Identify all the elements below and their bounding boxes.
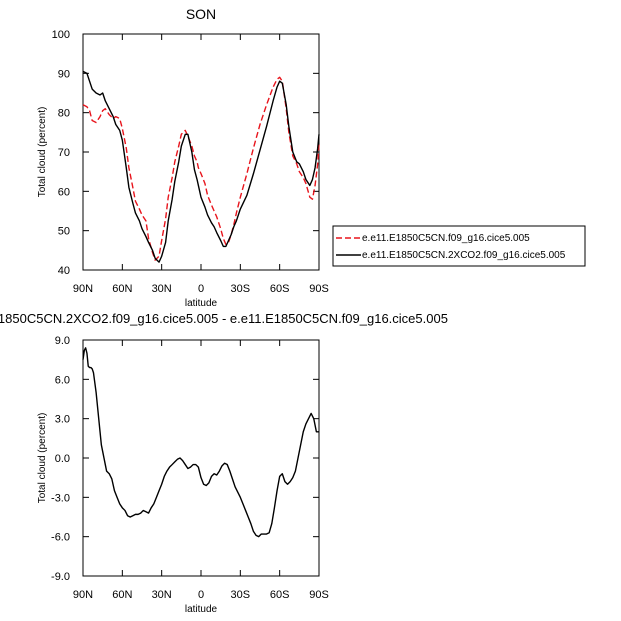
top-x-axis-title: latitude xyxy=(185,298,218,309)
bottom-panel: e.e11.E1850C5CN.2XCO2.f09_g16.cice5.005 … xyxy=(0,311,448,615)
top-x-tick-label: 0 xyxy=(198,283,204,295)
bottom-y-tick-label: 6.0 xyxy=(55,374,70,386)
bottom-y-tick-label: 3.0 xyxy=(55,414,70,426)
bottom-x-tick-label: 30N xyxy=(152,589,172,601)
bottom-x-tick-label: 90N xyxy=(73,589,93,601)
bottom-x-tick-label: 30S xyxy=(231,589,251,601)
top-x-tick-label: 60N xyxy=(112,283,132,295)
top-y-tick-label: 80 xyxy=(58,108,70,120)
top-plot-frame xyxy=(82,33,320,271)
top-y-tick-label: 100 xyxy=(52,29,70,41)
top-x-tick-label: 90N xyxy=(73,283,93,295)
top-series-line-0 xyxy=(82,76,320,261)
top-y-axis-title: Total cloud (percent) xyxy=(37,107,48,198)
legend: e.e11.E1850C5CN.f09_g16.cice5.005 e.e11.… xyxy=(332,225,586,267)
top-y-tick-label: 50 xyxy=(58,226,70,238)
bottom-y-tick-label: -9.0 xyxy=(51,571,70,583)
bottom-x-tick-label: 60N xyxy=(112,589,132,601)
bottom-x-tick-label: 60S xyxy=(270,589,290,601)
bottom-chart-title: e.e11.E1850C5CN.2XCO2.f09_g16.cice5.005 … xyxy=(0,311,448,326)
bottom-plot-frame xyxy=(82,339,320,577)
top-y-tick-label: 40 xyxy=(58,265,70,277)
bottom-y-tick-label: 9.0 xyxy=(55,335,70,347)
bottom-y-axis-title: Total cloud (percent) xyxy=(37,413,48,504)
top-x-axis: 90N 60N 30N 0 30S 60S 90S xyxy=(73,34,329,295)
top-x-tick-label: 60S xyxy=(270,283,290,295)
bottom-x-tick-label: 0 xyxy=(198,589,204,601)
bottom-y-tick-label: -3.0 xyxy=(51,492,70,504)
bottom-series-line-0 xyxy=(82,347,319,538)
top-y-tick-label: 60 xyxy=(58,186,70,198)
top-x-tick-label: 30N xyxy=(152,283,172,295)
bottom-x-axis-title: latitude xyxy=(185,604,218,615)
legend-label-2xco2: e.e11.E1850C5CN.2XCO2.f09_g16.cice5.005 xyxy=(362,250,566,261)
legend-label-control: e.e11.E1850C5CN.f09_g16.cice5.005 xyxy=(362,233,530,244)
bottom-y-tick-label: -6.0 xyxy=(51,532,70,544)
bottom-y-tick-label: 0.0 xyxy=(55,453,70,465)
bottom-x-tick-label: 90S xyxy=(309,589,329,601)
bottom-series-lines xyxy=(82,347,319,538)
top-series-line-1 xyxy=(82,70,320,263)
bottom-x-axis: 90N 60N 30N 0 30S 60S 90S xyxy=(73,340,329,601)
top-x-tick-label: 30S xyxy=(231,283,251,295)
top-chart-title: SON xyxy=(186,6,216,22)
bottom-y-axis: -9.0 -6.0 -3.0 0.0 3.0 6.0 9.0 xyxy=(51,335,319,583)
top-y-tick-label: 90 xyxy=(58,68,70,80)
legend-box xyxy=(332,225,586,267)
top-y-tick-label: 70 xyxy=(58,147,70,159)
top-y-axis: 40 50 60 70 80 90 100 xyxy=(52,29,319,277)
top-x-tick-label: 90S xyxy=(309,283,329,295)
top-series-lines xyxy=(82,70,320,263)
